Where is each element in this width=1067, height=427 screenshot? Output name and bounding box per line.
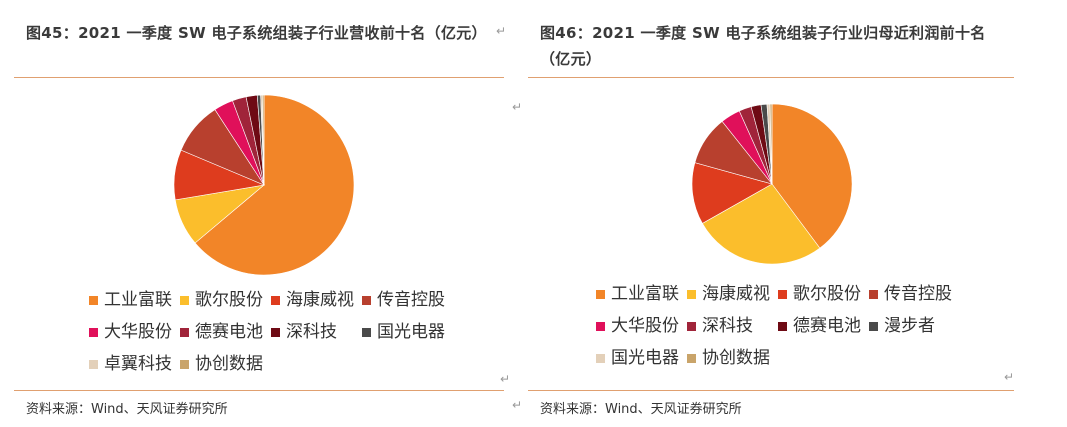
legend-label: 歌尔股份 bbox=[793, 284, 861, 304]
legend-item: 传音控股 bbox=[362, 290, 445, 310]
legend-item: 工业富联 bbox=[89, 290, 172, 310]
source-note: 资料来源：Wind、天风证券研究所 bbox=[540, 402, 742, 417]
legend-item: 国光电器 bbox=[362, 322, 445, 342]
pie-slice-1 bbox=[194, 95, 354, 275]
legend-item: 卓翼科技 bbox=[89, 354, 172, 374]
legend-item: 深科技 bbox=[687, 316, 753, 336]
source-note: 资料来源：Wind、天风证券研究所 bbox=[26, 402, 228, 417]
legend-label: 国光电器 bbox=[611, 348, 679, 368]
legend-label: 海康威视 bbox=[702, 284, 770, 304]
chart-legend: 工业富联 海康威视 歌尔股份 传音控股大华股份 深科技 德赛电池 漫步者国光电器 协创数据 bbox=[596, 284, 1016, 380]
pie-chart-revenue bbox=[174, 95, 354, 275]
legend-label: 深科技 bbox=[702, 316, 753, 336]
legend-swatch bbox=[362, 295, 371, 305]
legend-item: 大华股份 bbox=[596, 316, 679, 336]
legend-item: 海康威视 bbox=[687, 284, 770, 304]
legend-item: 国光电器 bbox=[596, 348, 679, 368]
divider-bottom bbox=[528, 390, 1014, 391]
legend-item: 工业富联 bbox=[596, 284, 679, 304]
pie-slice-3 bbox=[692, 162, 773, 224]
legend-swatch bbox=[778, 289, 787, 299]
legend-swatch bbox=[869, 289, 878, 299]
chart-title: 图45：2021 一季度 SW 电子系统组装子行业营收前十名（亿元） bbox=[26, 24, 487, 42]
legend-item: 海康威视 bbox=[271, 290, 354, 310]
chart-title: 图46：2021 一季度 SW 电子系统组装子行业归母近利润前十名（亿元） bbox=[540, 24, 986, 68]
chart-legend: 工业富联 歌尔股份 海康威视 传音控股大华股份 德赛电池 深科技 国光电器卓翼科技 协创数据 bbox=[89, 290, 509, 380]
legend-item: 德赛电池 bbox=[180, 322, 263, 342]
legend-label: 卓翼科技 bbox=[104, 354, 172, 374]
pie-slice-1 bbox=[771, 104, 852, 249]
return-mark-icon: ↵ bbox=[512, 398, 523, 412]
legend-item: 深科技 bbox=[271, 322, 337, 342]
divider-top bbox=[14, 77, 504, 78]
legend-label: 德赛电池 bbox=[195, 322, 263, 342]
legend-item: 漫步者 bbox=[869, 316, 935, 336]
return-mark-icon: ↵ bbox=[500, 372, 511, 386]
legend-swatch bbox=[180, 359, 189, 369]
legend-swatch bbox=[89, 359, 98, 369]
pie-slice-10 bbox=[769, 104, 773, 185]
legend-swatch bbox=[596, 289, 605, 299]
return-mark-icon: ↵ bbox=[1004, 370, 1015, 384]
legend-swatch bbox=[362, 327, 371, 337]
legend-item: 大华股份 bbox=[89, 322, 172, 342]
legend-swatch bbox=[271, 327, 280, 337]
legend-label: 工业富联 bbox=[104, 290, 172, 310]
legend-label: 漫步者 bbox=[884, 316, 935, 336]
legend-swatch bbox=[687, 321, 696, 331]
divider-top bbox=[528, 77, 1014, 78]
pie-slice-2 bbox=[701, 183, 821, 264]
legend-swatch bbox=[687, 353, 696, 363]
legend-label: 德赛电池 bbox=[793, 316, 861, 336]
chart-panel-right: 图46：2021 一季度 SW 电子系统组装子行业归母近利润前十名（亿元） 工业… bbox=[528, 0, 1016, 427]
chart-panel-left: 图45：2021 一季度 SW 电子系统组装子行业营收前十名（亿元） 工业富联 歌… bbox=[14, 0, 510, 427]
legend-item: 协创数据 bbox=[687, 348, 770, 368]
legend-label: 歌尔股份 bbox=[195, 290, 263, 310]
legend-label: 协创数据 bbox=[702, 348, 770, 368]
legend-label: 工业富联 bbox=[611, 284, 679, 304]
legend-label: 深科技 bbox=[286, 322, 337, 342]
return-mark-icon: ↵ bbox=[496, 24, 507, 38]
legend-item: 德赛电池 bbox=[778, 316, 861, 336]
legend-item: 歌尔股份 bbox=[180, 290, 263, 310]
legend-swatch bbox=[596, 321, 605, 331]
divider-bottom bbox=[14, 390, 504, 391]
legend-label: 海康威视 bbox=[286, 290, 354, 310]
legend-swatch bbox=[180, 327, 189, 337]
legend-swatch bbox=[180, 295, 189, 305]
pie-slice-10 bbox=[262, 95, 265, 186]
legend-label: 协创数据 bbox=[195, 354, 263, 374]
legend-label: 大华股份 bbox=[104, 322, 172, 342]
legend-item: 歌尔股份 bbox=[778, 284, 861, 304]
legend-label: 传音控股 bbox=[884, 284, 952, 304]
legend-item: 协创数据 bbox=[180, 354, 263, 374]
legend-swatch bbox=[687, 289, 696, 299]
legend-label: 国光电器 bbox=[377, 322, 445, 342]
legend-swatch bbox=[89, 327, 98, 337]
legend-swatch bbox=[869, 321, 878, 331]
legend-swatch bbox=[271, 295, 280, 305]
pie-chart-profit bbox=[692, 104, 852, 264]
legend-item: 传音控股 bbox=[869, 284, 952, 304]
legend-swatch bbox=[89, 295, 98, 305]
legend-swatch bbox=[596, 353, 605, 363]
legend-label: 大华股份 bbox=[611, 316, 679, 336]
legend-swatch bbox=[778, 321, 787, 331]
legend-label: 传音控股 bbox=[377, 290, 445, 310]
return-mark-icon: ↵ bbox=[512, 100, 523, 114]
